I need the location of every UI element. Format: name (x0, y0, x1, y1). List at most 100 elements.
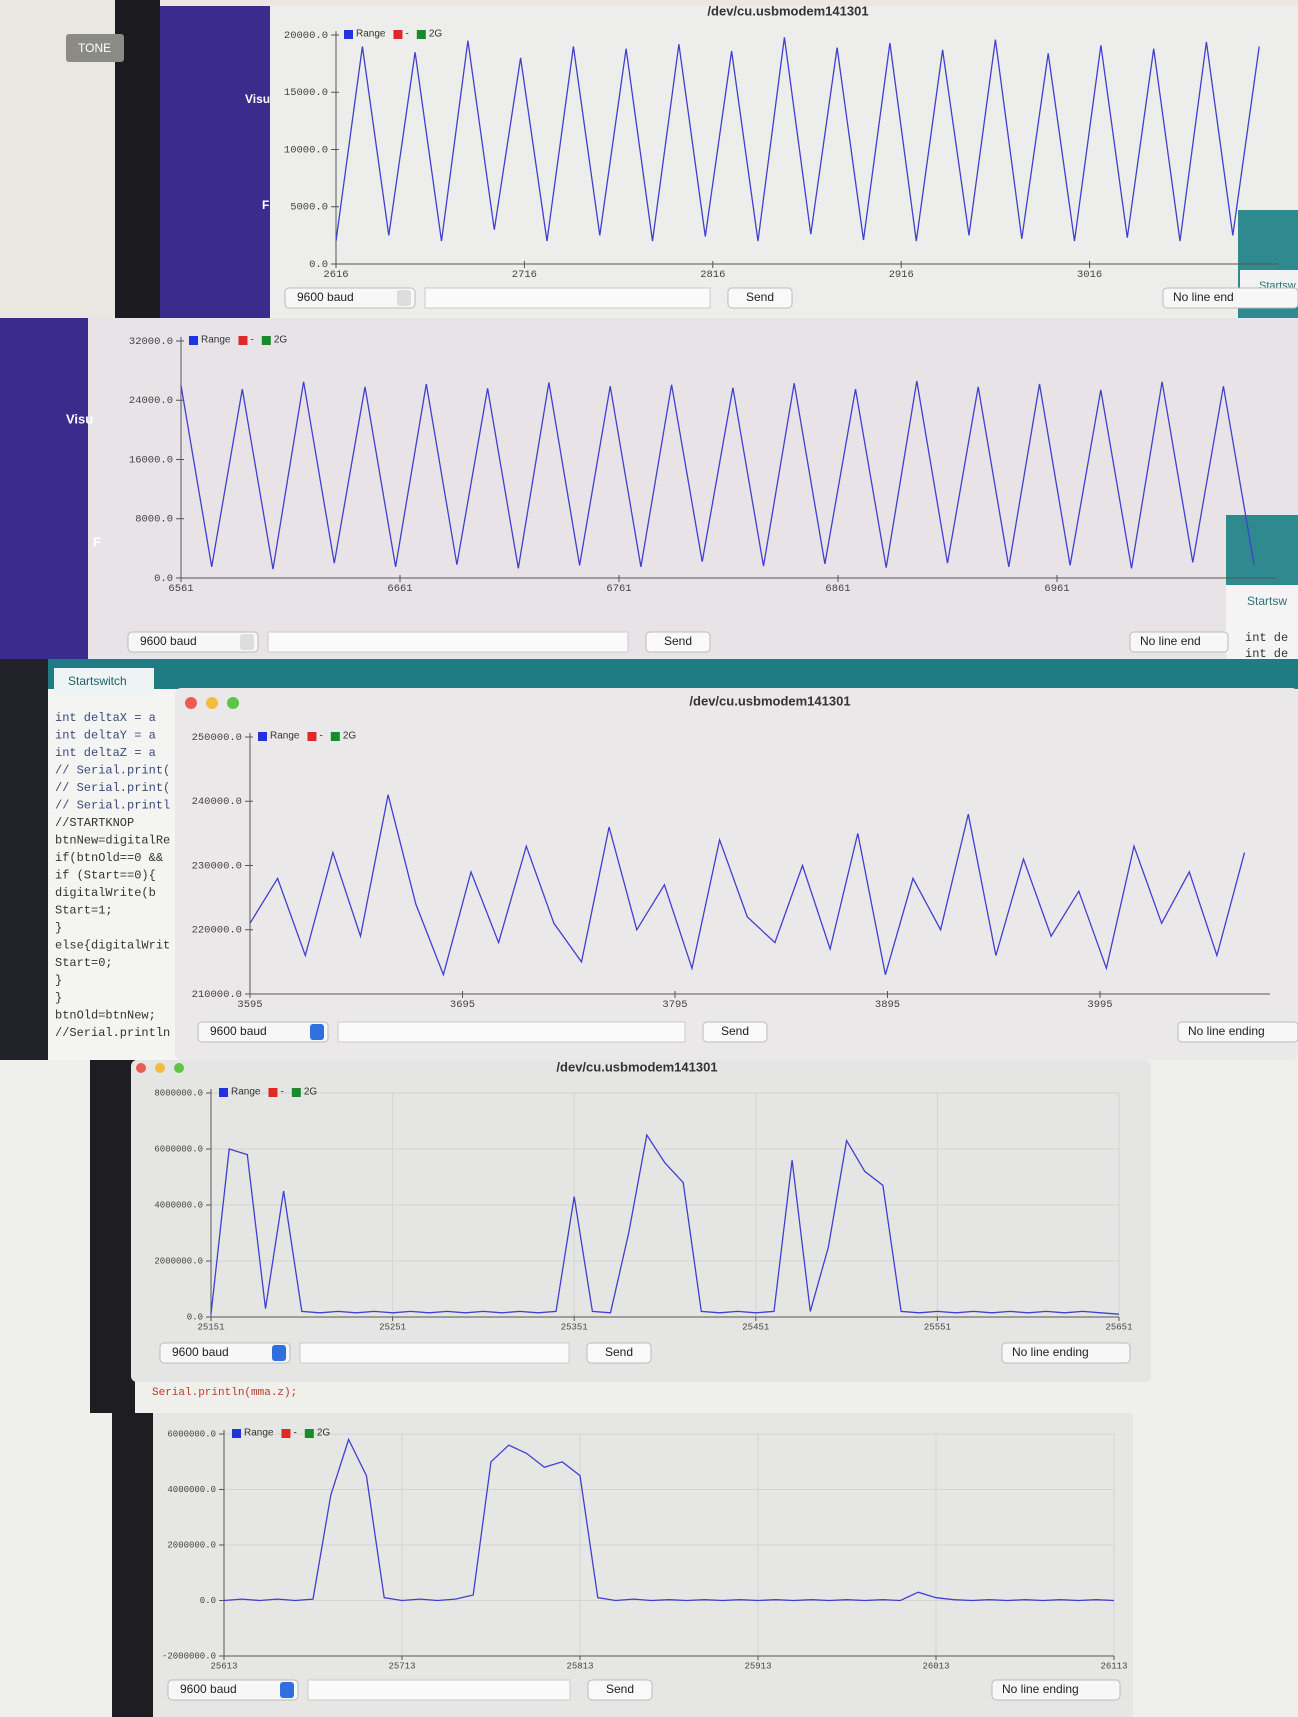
line-ending-label: No line ending (1012, 1345, 1089, 1359)
x-tick-label: 25551 (924, 1322, 951, 1332)
y-tick-label: 32000.0 (129, 336, 173, 348)
send-label: Send (605, 1345, 633, 1359)
legend-swatch (268, 1088, 278, 1097)
x-tick-label: 6961 (1044, 583, 1069, 595)
baud-select (127, 631, 259, 653)
code-line: Serial.println(mma.z); (152, 1387, 297, 1399)
x-tick-label: 25151 (197, 1322, 224, 1332)
tab (54, 668, 154, 696)
maximize[interactable] (174, 1063, 184, 1073)
legend-label: 2G (343, 731, 357, 742)
legend-swatch (304, 1429, 314, 1438)
y-tick-label: 0.0 (309, 259, 328, 271)
y-tick-label: 20000.0 (284, 30, 328, 42)
ide-toolbar (48, 659, 1298, 689)
x-tick-label: 2916 (889, 269, 914, 281)
legend-swatch (238, 336, 248, 345)
legend-label: Range (244, 1428, 274, 1439)
message-input (267, 631, 629, 653)
legend-swatch (232, 1429, 241, 1438)
f-label: F (262, 198, 269, 212)
legend-label: - (319, 731, 322, 742)
close[interactable] (185, 697, 197, 709)
x-tick-label: 6561 (168, 583, 193, 595)
close[interactable] (136, 1063, 146, 1073)
tone-label: TONE (78, 41, 111, 55)
f-label: F (93, 534, 101, 549)
button (66, 34, 124, 62)
visu-label: Visu (245, 92, 270, 106)
send-button[interactable] (587, 1679, 653, 1701)
code-line: } (55, 921, 62, 935)
legend-swatch (219, 1088, 228, 1097)
y-tick-label: 240000.0 (192, 796, 242, 808)
y-tick-label: 4000000.0 (154, 1200, 203, 1210)
line-ending-label: No line end (1140, 634, 1201, 648)
baud-label: 9600 baud (180, 1682, 237, 1696)
x-tick-label: 3795 (662, 999, 687, 1011)
code-line: int de (1245, 631, 1288, 645)
code-line: // Serial.printl (55, 799, 170, 813)
minimize[interactable] (206, 697, 218, 709)
x-tick-label: 2816 (700, 269, 725, 281)
legend-swatch (344, 30, 353, 39)
tab-label: Startswitch (68, 674, 127, 688)
baud-select (167, 1679, 299, 1701)
window-title: /dev/cu.usbmodem141301 (689, 693, 850, 708)
baud-label: 9600 baud (210, 1024, 267, 1038)
select-arrow (397, 290, 411, 306)
maximize[interactable] (227, 697, 239, 709)
legend-label: - (280, 1087, 283, 1098)
window (88, 318, 1298, 659)
y-tick-label: 0.0 (200, 1596, 216, 1606)
x-tick-label: 3016 (1077, 269, 1102, 281)
send-button[interactable] (586, 1342, 652, 1364)
legend-label: - (405, 29, 408, 40)
code-line: if(btnOld==0 && (55, 851, 163, 865)
send-label: Send (664, 634, 692, 648)
select-arrow (310, 1024, 324, 1040)
x-tick-label: 25613 (210, 1661, 237, 1671)
select-arrow (240, 634, 254, 650)
send-label: Send (721, 1024, 749, 1038)
x-tick-label: 25651 (1105, 1322, 1132, 1332)
y-tick-label: 16000.0 (129, 454, 173, 466)
x-tick-label: 26013 (922, 1661, 949, 1671)
y-tick-label: 8000.0 (135, 514, 173, 526)
line-ending-select (1129, 631, 1229, 653)
code-area (1226, 585, 1298, 659)
y-tick-label: 10000.0 (284, 144, 328, 156)
data-line (180, 380, 1255, 570)
code-line: int deltaX = a (55, 711, 156, 725)
legend-swatch (307, 732, 317, 741)
baud-select (284, 287, 416, 309)
bezel (0, 659, 48, 1060)
y-tick-label: 6000000.0 (154, 1144, 203, 1154)
send-button[interactable] (727, 287, 793, 309)
legend-swatch (291, 1088, 301, 1097)
message-input (307, 1679, 571, 1701)
line-ending-select (1162, 287, 1298, 309)
code-line: // Serial.print( (55, 781, 170, 795)
line-ending-select (1177, 1021, 1298, 1043)
send-button[interactable] (702, 1021, 768, 1043)
message-input (299, 1342, 570, 1364)
tab-label: Startsw (1247, 594, 1287, 608)
minimize[interactable] (155, 1063, 165, 1073)
y-tick-label: 0.0 (187, 1312, 203, 1322)
code-line: } (55, 991, 62, 1005)
baud-label: 9600 baud (297, 290, 354, 304)
bezel (112, 1413, 157, 1717)
x-tick-label: 3895 (875, 999, 900, 1011)
legend-label: Range (231, 1087, 261, 1098)
y-tick-label: 5000.0 (290, 202, 328, 214)
data-line (249, 794, 1246, 977)
legend-label: - (250, 335, 253, 346)
legend-label: - (293, 1428, 296, 1439)
message-input (337, 1021, 686, 1043)
data-line (335, 37, 1260, 242)
window (131, 1060, 1151, 1382)
send-button[interactable] (645, 631, 711, 653)
window (270, 6, 1298, 318)
